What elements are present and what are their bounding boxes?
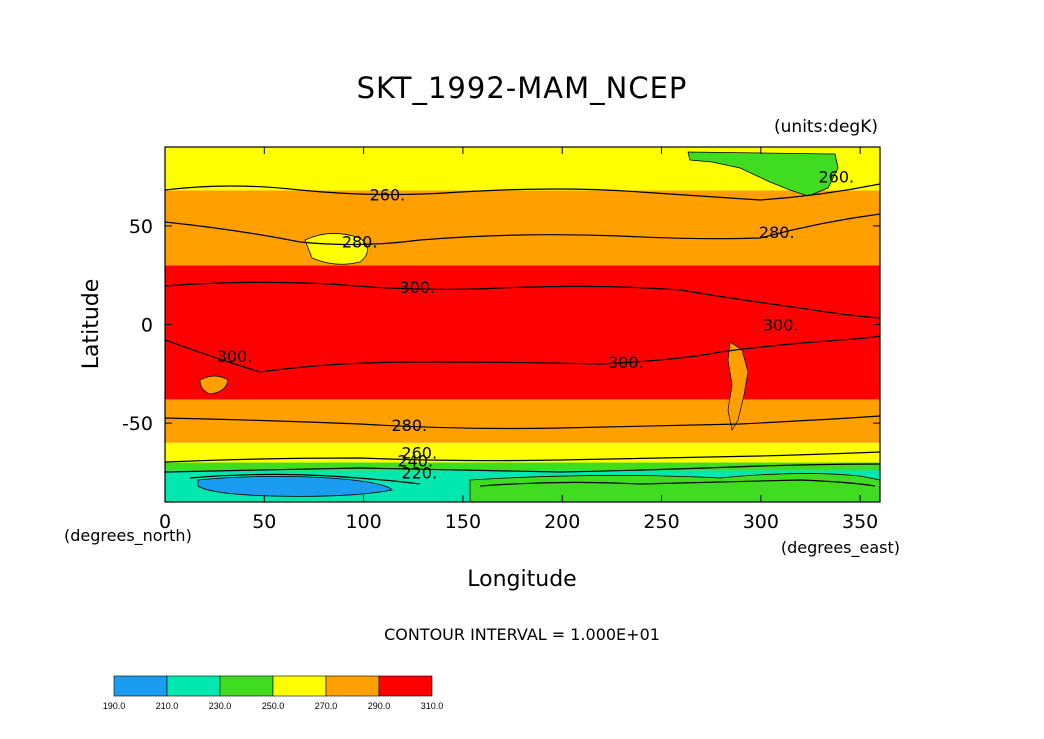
colorbar-swatch xyxy=(166,675,221,697)
y-tick-label: -50 xyxy=(122,413,153,435)
contour-label: 260. xyxy=(370,185,406,204)
temperature-band xyxy=(165,442,880,463)
x-tick-label: 250 xyxy=(643,511,679,533)
x-tick-label: 300 xyxy=(743,511,779,533)
contour-label: 260. xyxy=(818,168,854,187)
contour-line-south-260 xyxy=(165,451,880,463)
temperature-band xyxy=(165,190,880,266)
colorbar-level-label: 290.0 xyxy=(368,701,391,711)
contour-label: 300. xyxy=(763,316,799,335)
colorbar-swatch xyxy=(325,675,380,697)
contour-line-north-280 xyxy=(165,213,880,246)
y-tick-label: 0 xyxy=(141,315,153,337)
colorbar-swatch xyxy=(378,675,433,697)
contour-label: 280. xyxy=(759,223,795,242)
colorbar-swatch xyxy=(219,675,274,697)
colorbar-swatch xyxy=(113,675,168,697)
colorbar-level-label: 190.0 xyxy=(103,701,126,711)
x-tick-label: 200 xyxy=(544,511,580,533)
contour-line-north-300 xyxy=(165,281,880,319)
contour-label: 300. xyxy=(608,353,644,372)
contour-label: 280. xyxy=(342,233,378,252)
contour-label: 300. xyxy=(399,278,435,297)
map-plot: 260. 280. 300. 260. 280. 300. 300. 300. 280. 260.… xyxy=(122,146,881,533)
x-axis-title: Longitude xyxy=(467,567,576,592)
colorbar-level-label: 210.0 xyxy=(156,701,179,711)
contour-line-north-260 xyxy=(165,183,880,201)
contour-label: 300. xyxy=(217,347,253,366)
colorbar-level-label: 230.0 xyxy=(209,701,232,711)
x-tick-label: 100 xyxy=(345,511,381,533)
x-tick-label: 0 xyxy=(159,511,171,533)
contour-interval-note: CONTOUR INTERVAL = 1.000E+01 xyxy=(384,625,660,644)
greenland-cold-patch xyxy=(687,151,839,197)
contour-label: 280. xyxy=(391,416,427,435)
x-tick-label: 350 xyxy=(842,511,878,533)
x-tick-label: 150 xyxy=(445,511,481,533)
y-unit-label: (degrees_north) xyxy=(64,526,192,546)
x-unit-label: (degrees_east) xyxy=(781,538,900,558)
contour-line-south-240 xyxy=(165,463,880,473)
antarctic-cold-core xyxy=(197,476,393,497)
chart-title: SKT_1992-MAM_NCEP xyxy=(357,71,688,105)
antarctic-green-east xyxy=(469,473,880,502)
tibet-cool-patch xyxy=(304,233,368,265)
y-tick-label: 50 xyxy=(129,216,153,238)
colorbar-level-label: 250.0 xyxy=(262,701,285,711)
contour-label: 240. xyxy=(397,452,433,471)
temperature-band xyxy=(165,462,880,471)
colorbar-level-label: 270.0 xyxy=(315,701,338,711)
contour-line-south-300 xyxy=(165,335,880,373)
units-label: (units:degK) xyxy=(774,117,878,137)
contour-line-south-280 xyxy=(165,415,880,430)
colorbar: 190.0 210.0 230.0 250.0 270.0 290.0 310.0 xyxy=(103,675,444,711)
x-tick-label: 50 xyxy=(252,511,276,533)
contour-line-south-220 xyxy=(189,473,876,487)
andes-cool-strip xyxy=(727,341,749,431)
south-africa-patch xyxy=(199,375,229,395)
contour-label: 260. xyxy=(401,444,437,463)
contour-label: 220. xyxy=(401,463,437,482)
colorbar-swatch xyxy=(272,675,327,697)
y-axis-title: Latitude xyxy=(79,279,104,370)
colorbar-level-label: 310.0 xyxy=(421,701,444,711)
